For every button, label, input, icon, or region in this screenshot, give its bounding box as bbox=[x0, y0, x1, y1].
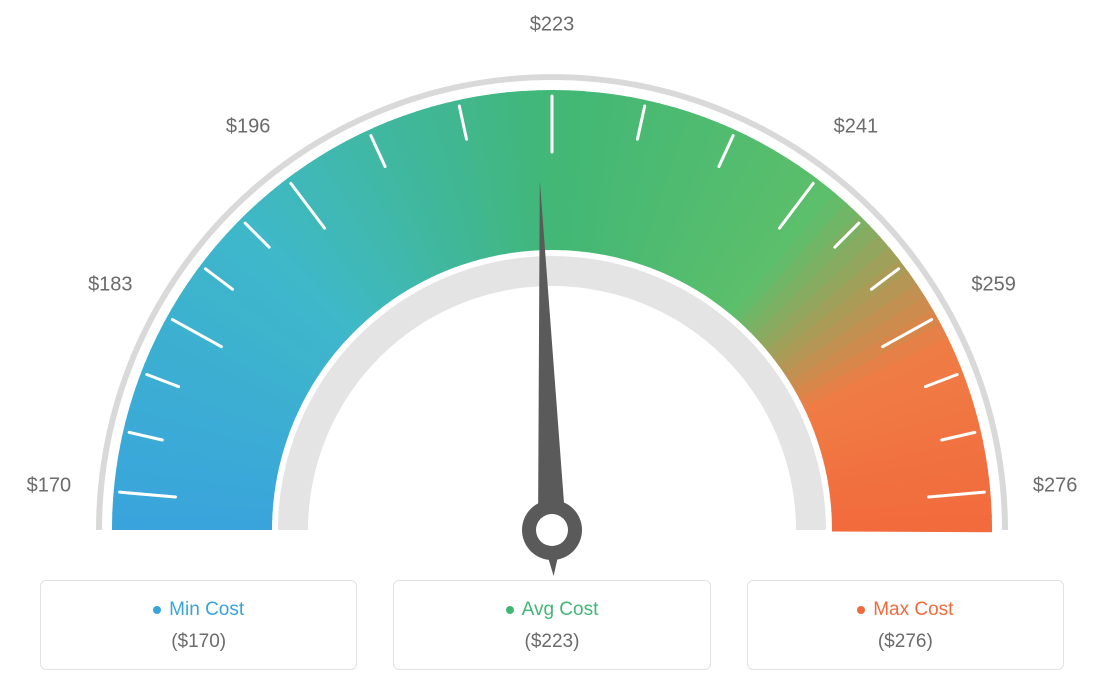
gauge-tick-label: $223 bbox=[530, 14, 575, 37]
gauge-tick-label: $196 bbox=[226, 115, 271, 138]
gauge-tick-label: $170 bbox=[27, 474, 72, 497]
gauge-tick-label: $276 bbox=[1033, 474, 1078, 497]
legend-card-max: Max Cost ($276) bbox=[747, 580, 1064, 670]
legend-title-max: Max Cost bbox=[857, 599, 953, 621]
gauge-tick-label: $259 bbox=[971, 274, 1016, 297]
legend-row: Min Cost ($170) Avg Cost ($223) Max Cost… bbox=[0, 580, 1104, 670]
dot-icon bbox=[506, 606, 514, 614]
legend-label: Min Cost bbox=[169, 599, 244, 621]
legend-value-max: ($276) bbox=[758, 631, 1053, 653]
legend-title-avg: Avg Cost bbox=[506, 599, 599, 621]
legend-label: Avg Cost bbox=[522, 599, 599, 621]
gauge-tick-label: $183 bbox=[88, 274, 133, 297]
gauge: $170 $183 $196 $223 $241 $259 $276 bbox=[0, 0, 1104, 560]
gauge-svg bbox=[0, 0, 1104, 580]
legend-label: Max Cost bbox=[873, 599, 953, 621]
legend-title-min: Min Cost bbox=[153, 599, 244, 621]
legend-value-min: ($170) bbox=[51, 631, 346, 653]
legend-card-avg: Avg Cost ($223) bbox=[393, 580, 710, 670]
gauge-tick-label: $241 bbox=[834, 115, 879, 138]
legend-card-min: Min Cost ($170) bbox=[40, 580, 357, 670]
chart-container: $170 $183 $196 $223 $241 $259 $276 Min Cost ($… bbox=[0, 0, 1104, 690]
dot-icon bbox=[153, 606, 161, 614]
dot-icon bbox=[857, 606, 865, 614]
legend-value-avg: ($223) bbox=[404, 631, 699, 653]
